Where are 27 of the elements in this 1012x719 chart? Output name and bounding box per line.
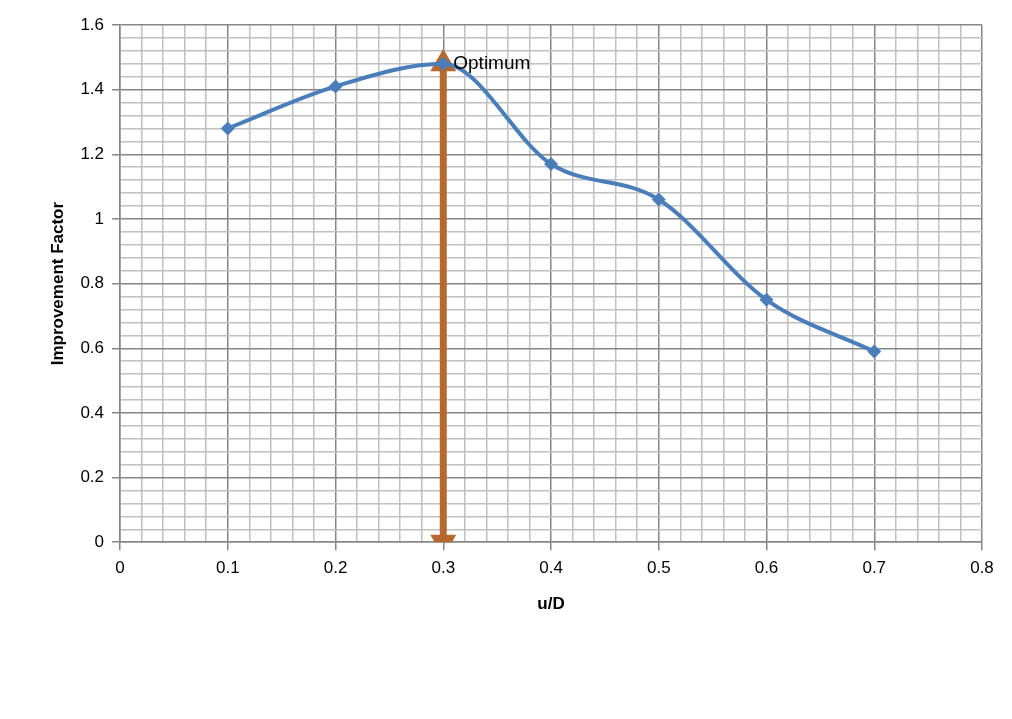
x-tick-label: 0.5 [646, 558, 671, 578]
x-axis-title: u/D [537, 594, 565, 614]
point [328, 79, 343, 94]
y-axis-title: Improvement Factor [47, 201, 67, 366]
x-tick-label: 0.4 [539, 558, 563, 578]
point [759, 292, 774, 307]
y-tick-label: 1.6 [80, 14, 105, 34]
point [544, 157, 559, 171]
y-tick-label: 1.4 [80, 79, 105, 99]
y-tick-label: 0.4 [80, 402, 105, 422]
point [220, 121, 235, 136]
point [867, 344, 882, 359]
y-tick-label: 1 [94, 208, 105, 228]
x-tick-label: 0.3 [431, 558, 456, 578]
x-tick-label: 0.7 [862, 558, 887, 578]
y-tick-label: 0.2 [80, 467, 105, 487]
x-tick-label: 0.8 [970, 558, 994, 578]
x-tick-label: 0.2 [323, 558, 348, 578]
y-tick-label: 0.6 [80, 337, 105, 357]
x-tick-label: 0 [115, 558, 125, 578]
y-tick-label: 1.2 [80, 143, 105, 163]
y-tick-label: 0.8 [80, 273, 105, 293]
x-tick-label: 0.6 [754, 558, 779, 578]
point [651, 192, 666, 207]
y-tick-label: 0 [94, 531, 105, 551]
x-tick-label: 0.1 [215, 558, 240, 578]
annotation: Optimum [453, 52, 531, 74]
